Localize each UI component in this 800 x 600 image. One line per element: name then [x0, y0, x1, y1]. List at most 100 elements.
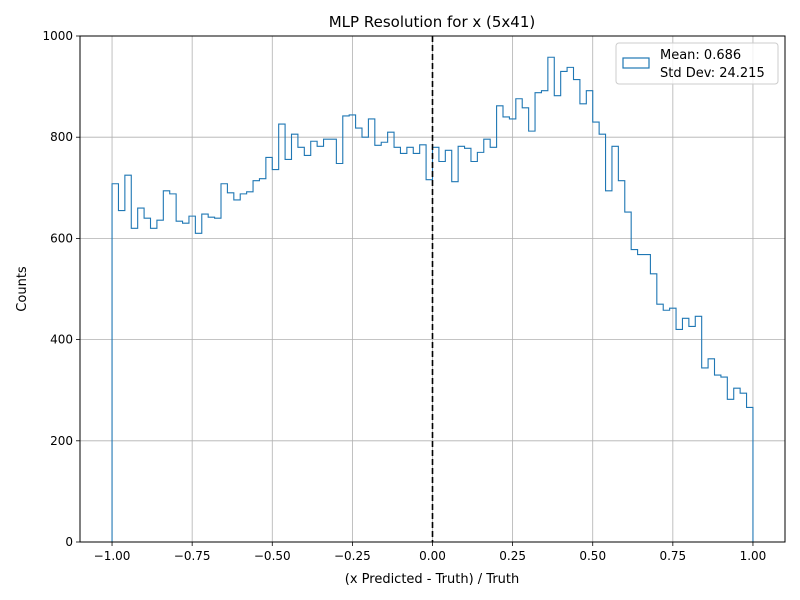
x-tick-label: 0.25 — [499, 549, 526, 563]
y-tick-label: 1000 — [42, 29, 73, 43]
histogram-bin — [631, 250, 637, 542]
legend-swatch — [622, 57, 650, 69]
histogram-bin — [118, 211, 124, 542]
histogram-bin — [606, 191, 612, 542]
histogram-bin — [670, 308, 676, 542]
y-tick-label: 800 — [50, 130, 73, 144]
legend-std: Std Dev: 24.215 — [660, 66, 765, 81]
x-tick-label: −0.50 — [254, 549, 291, 563]
histogram-bin — [503, 117, 509, 542]
histogram-bin — [381, 142, 387, 542]
histogram-bin — [292, 134, 298, 542]
histogram-bin — [285, 159, 291, 542]
histogram-bin — [541, 91, 547, 542]
histogram-bin — [144, 218, 150, 542]
histogram-bin — [170, 194, 176, 542]
histogram-bin — [452, 182, 458, 542]
histogram-bin — [304, 155, 310, 542]
y-tick-label: 400 — [50, 333, 73, 347]
histogram-bin — [433, 147, 439, 542]
histogram-bin — [561, 71, 567, 542]
histogram-bin — [612, 146, 618, 542]
histogram-bin — [227, 193, 233, 542]
histogram-bin — [279, 124, 285, 542]
histogram-bin — [490, 147, 496, 542]
histogram-bin — [407, 147, 413, 542]
histogram-bin — [368, 119, 374, 542]
histogram-bin — [689, 326, 695, 542]
x-tick-label: 0.75 — [659, 549, 686, 563]
histogram-bin — [516, 99, 522, 542]
histogram-bin — [580, 104, 586, 542]
histogram-bin — [157, 220, 163, 542]
chart-title: MLP Resolution for x (5x41) — [329, 13, 536, 31]
histogram-bin — [484, 139, 490, 542]
histogram-bin — [554, 96, 560, 542]
histogram-bin — [747, 407, 753, 542]
histogram-bin — [221, 184, 227, 542]
histogram-bin — [324, 139, 330, 542]
histogram-bin — [471, 161, 477, 542]
histogram-bin — [189, 216, 195, 542]
histogram-bin — [151, 228, 157, 542]
histogram-bin — [176, 221, 182, 542]
legend: Mean: 0.686 Std Dev: 24.215 — [615, 42, 779, 85]
histogram-bin — [458, 146, 464, 542]
histogram-bin — [535, 93, 541, 542]
histogram-bin — [183, 223, 189, 542]
histogram-bin — [394, 147, 400, 542]
histogram-bin — [638, 255, 644, 542]
histogram-bin — [240, 194, 246, 542]
histogram-bin — [715, 375, 721, 542]
histogram-bin — [349, 115, 355, 542]
histogram-bin — [388, 132, 394, 542]
histogram-bin — [131, 228, 137, 542]
histogram-bin — [208, 217, 214, 542]
histogram-bin — [657, 304, 663, 542]
legend-mean: Mean: 0.686 — [660, 48, 741, 63]
histogram-bin — [247, 192, 253, 542]
histogram-bin — [708, 359, 714, 542]
histogram-bin — [343, 116, 349, 542]
histogram-bin — [163, 191, 169, 542]
histogram-bin — [400, 153, 406, 542]
axis-ticks: −1.00 −0.75 −0.50 −0.25 0.00 0.25 0.50 0.75 1.00… — [42, 29, 766, 563]
histogram-bin — [445, 150, 451, 542]
histogram-bin — [695, 316, 701, 542]
histogram-bin — [586, 91, 592, 542]
x-tick-label: 0.00 — [419, 549, 446, 563]
y-tick-label: 600 — [50, 231, 73, 245]
histogram-bin — [593, 122, 599, 542]
y-tick-label: 0 — [65, 535, 73, 549]
x-tick-label: −1.00 — [94, 549, 131, 563]
histogram-bin — [234, 200, 240, 542]
histogram-bin — [529, 131, 535, 542]
histogram-bin — [618, 181, 624, 542]
histogram-bin — [112, 184, 118, 542]
histogram-bin — [599, 134, 605, 542]
histogram-bin — [465, 148, 471, 542]
histogram-bin — [311, 141, 317, 542]
histogram-bin — [298, 147, 304, 542]
histogram-bin — [509, 119, 515, 542]
x-tick-label: −0.75 — [174, 549, 211, 563]
histogram-bin — [522, 108, 528, 542]
histogram-bin — [702, 368, 708, 542]
histogram-bin — [721, 377, 727, 542]
histogram-bin — [125, 175, 131, 542]
x-tick-label: 1.00 — [740, 549, 767, 563]
histogram-bin — [272, 170, 278, 542]
histogram-bin — [253, 181, 259, 542]
histogram-bin — [727, 399, 733, 542]
histogram-bin — [477, 152, 483, 542]
histogram-bin — [567, 67, 573, 542]
histogram-bin — [336, 164, 342, 542]
histogram-bin — [317, 146, 323, 542]
histogram-bin — [266, 157, 272, 542]
histogram-bin — [682, 318, 688, 542]
histogram-bin — [676, 329, 682, 542]
histogram-bin — [202, 214, 208, 542]
histogram-bin — [215, 218, 221, 542]
histogram-bin — [259, 179, 265, 542]
histogram-bin — [740, 393, 746, 542]
